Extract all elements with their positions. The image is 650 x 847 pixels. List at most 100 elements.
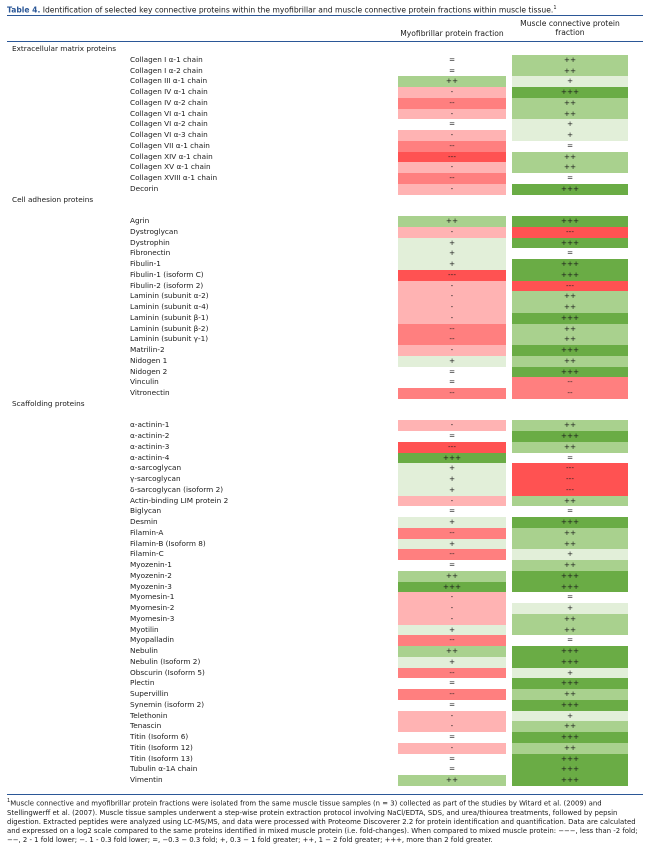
- connective-cell: ++: [512, 420, 628, 431]
- table-row: Myomesin-2 - +: [0, 603, 650, 614]
- connective-cell: +++: [512, 312, 628, 324]
- myofibrillar-cell: -: [398, 162, 506, 173]
- table-row: Myozenin-3 +++ +++: [0, 581, 650, 593]
- section-row: Cell adhesion proteins: [0, 195, 650, 206]
- protein-name: Obscurin (Isoform 5): [130, 667, 205, 677]
- table-row: Titin (Isoform 6) = +++: [0, 732, 650, 743]
- protein-name: Vimentin: [130, 775, 163, 784]
- section-row: Scaffolding proteins: [0, 399, 650, 410]
- table-row: Laminin (subunit γ-1) -- ++: [0, 334, 650, 345]
- table-row: Collagen IV α-2 chain -- ++: [0, 97, 650, 109]
- table-row: Filamin-A -- ++: [0, 527, 650, 539]
- table-row: Tubulin α-1A chain = +++: [0, 764, 650, 775]
- connective-cell: --: [512, 377, 628, 388]
- myofibrillar-cell: -: [398, 87, 506, 98]
- table-row: Tenascin - ++: [0, 721, 650, 732]
- connective-cell: ++: [512, 65, 628, 77]
- top-rule: [7, 15, 643, 16]
- myofibrillar-cell: ++: [398, 216, 506, 227]
- protein-name: Telethonin: [130, 710, 168, 720]
- myofibrillar-cell: =: [398, 431, 506, 442]
- connective-cell: ++: [512, 334, 628, 345]
- footnote-text: Muscle connective and myofibrillar prote…: [7, 799, 638, 845]
- myofibrillar-cell: -: [398, 280, 506, 292]
- myofibrillar-cell: -: [398, 710, 506, 722]
- myofibrillar-cell: +: [398, 538, 506, 550]
- table-row: Myopalladin -- =: [0, 635, 650, 646]
- protein-name: Collagen XVIII α-1 chain: [130, 173, 218, 182]
- myofibrillar-cell: --: [398, 173, 506, 184]
- table-row: Collagen XVIII α-1 chain -- =: [0, 173, 650, 184]
- table-row: Collagen IV α-1 chain - +++: [0, 87, 650, 98]
- table-row: Vimentin ++ +++: [0, 775, 650, 786]
- table-row: Fibulin-1 (isoform C) --- +++: [0, 269, 650, 281]
- table-row: Obscurin (Isoform 5) -- +: [0, 667, 650, 679]
- section-label: Cell adhesion proteins: [12, 194, 94, 204]
- protein-name: Collagen I α-2 chain: [130, 65, 203, 75]
- protein-name: α-actinin-2: [130, 431, 170, 440]
- protein-name: Fibulin-2 (isoform 2): [130, 280, 204, 290]
- protein-name: Collagen I α-1 chain: [130, 54, 203, 64]
- protein-name: Collagen IV α-2 chain: [130, 97, 208, 107]
- bottom-rule: [7, 794, 643, 795]
- table-row: Vinculin = --: [0, 377, 650, 388]
- protein-name: Desmin: [130, 517, 158, 526]
- connective-cell: ++: [512, 495, 628, 507]
- protein-name: Nebulin (Isoform 2): [130, 656, 201, 666]
- myofibrillar-cell: =: [398, 65, 506, 77]
- protein-name: α-actinin-1: [130, 420, 170, 430]
- connective-cell: +++: [512, 732, 628, 743]
- protein-name: Collagen VII α-1 chain: [130, 140, 210, 150]
- protein-name: Filamin-B (Isoform 8): [130, 538, 206, 548]
- connective-cell: +++: [512, 764, 628, 775]
- table-row: Laminin (subunit α-4) - ++: [0, 302, 650, 313]
- myofibrillar-cell: -: [398, 291, 506, 302]
- protein-name: Myozenin-1: [130, 560, 172, 569]
- table-row: Desmin + +++: [0, 517, 650, 528]
- myofibrillar-cell: --: [398, 549, 506, 560]
- table-row: Nidogen 2 = +++: [0, 366, 650, 378]
- protein-name: Titin (Isoform 13): [130, 753, 193, 763]
- myofibrillar-cell: =: [398, 560, 506, 571]
- protein-name: Dystrophin: [130, 237, 170, 247]
- table-row: Collagen VI α-2 chain = +: [0, 119, 650, 130]
- myofibrillar-cell: ++: [398, 76, 506, 87]
- table-row: Myozenin-2 ++ +++: [0, 570, 650, 582]
- myofibrillar-cell: =: [398, 54, 506, 66]
- connective-cell: =: [512, 140, 628, 152]
- connective-cell: ++: [512, 613, 628, 625]
- section-label: Scaffolding proteins: [12, 398, 85, 408]
- myofibrillar-cell: -: [398, 345, 506, 356]
- myofibrillar-cell: =: [398, 699, 506, 711]
- myofibrillar-cell: +: [398, 484, 506, 496]
- header-rule: [7, 41, 643, 42]
- table-row: Fibulin-2 (isoform 2) - ---: [0, 280, 650, 292]
- protein-name: Collagen IV α-1 chain: [130, 87, 208, 96]
- protein-name: α-sarcoglycan: [130, 463, 182, 473]
- myofibrillar-cell: =: [398, 366, 506, 378]
- table-footnote: 1Muscle connective and myofibrillar prot…: [7, 797, 643, 846]
- table-row: Vitronectin -- --: [0, 388, 650, 399]
- protein-name: Fibulin-1 (isoform C): [130, 269, 204, 279]
- protein-name: Titin (Isoform 6): [130, 732, 189, 741]
- table-row: Dystrophin + +++: [0, 237, 650, 249]
- protein-name: Laminin (subunit β-2): [130, 323, 209, 333]
- connective-cell: ++: [512, 355, 628, 367]
- myofibrillar-cell: -: [398, 130, 506, 141]
- connective-cell: +++: [512, 570, 628, 582]
- myofibrillar-cell: ---: [398, 151, 506, 163]
- protein-name: Myozenin-3: [130, 581, 172, 591]
- table-row: Fibronectin + =: [0, 248, 650, 259]
- connective-cell: +: [512, 119, 628, 130]
- protein-name: Myomesin-3: [130, 613, 175, 623]
- myofibrillar-cell: +: [398, 355, 506, 367]
- protein-name: Collagen XV α-1 chain: [130, 162, 211, 172]
- connective-cell: +++: [512, 431, 628, 442]
- connective-cell: ++: [512, 527, 628, 539]
- myofibrillar-cell: ++: [398, 646, 506, 657]
- protein-name: Filamin-A: [130, 527, 164, 537]
- table-row: Collagen VII α-1 chain -- =: [0, 140, 650, 152]
- myofibrillar-cell: --: [398, 527, 506, 539]
- protein-name: Plectin: [130, 678, 155, 688]
- connective-cell: ---: [512, 463, 628, 474]
